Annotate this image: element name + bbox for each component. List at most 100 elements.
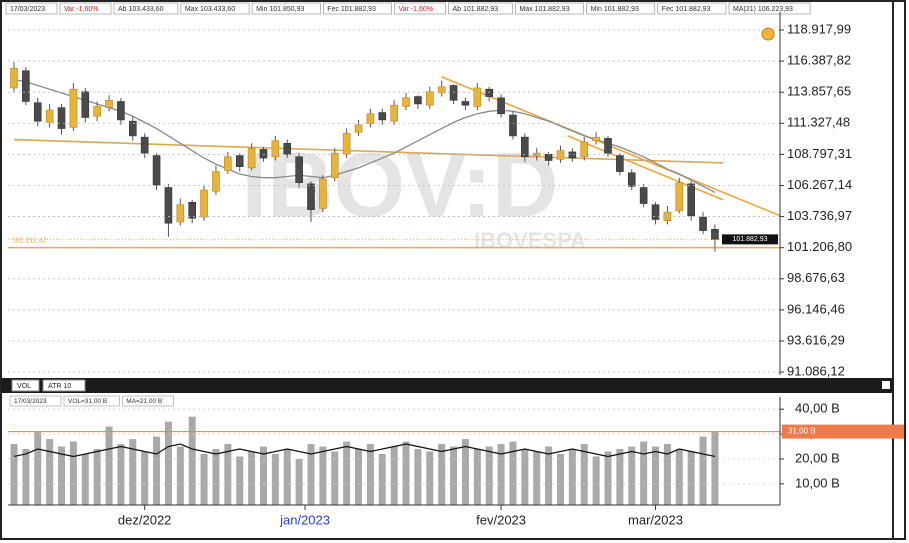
volume-bar [414,449,422,505]
candle-body [568,151,577,159]
volume-tag-label: 31,00 B [788,427,816,436]
coin-icon[interactable] [761,27,775,41]
volume-bar [652,446,660,505]
candle-body [639,187,648,204]
volume-bar [545,446,553,505]
volume-bar [93,449,101,505]
candle-body [378,112,387,121]
candle-body [616,155,624,172]
candle-body [152,155,161,186]
panel-close[interactable] [882,381,890,389]
volume-bar [640,441,648,505]
volume-bar [10,444,18,505]
y-tick-label: 113.857,65 [787,84,851,99]
volume-bar [129,439,137,505]
volume-bar [307,444,315,505]
last-price-tag [722,234,778,245]
candle-body [224,156,232,171]
candle-body [675,182,684,212]
volume-average [13,443,716,458]
volume-bar [438,444,446,505]
volume-bar [699,436,707,505]
header-box [322,2,392,15]
volume-bar [164,421,172,505]
candle-body [271,140,280,158]
volume-bar [497,444,505,505]
header-item: Var -1,60% [64,6,99,13]
volume-bar [283,449,291,505]
candle-body [354,124,363,133]
candle-body [699,216,707,231]
candle-body [330,152,339,179]
volume-bar [69,441,77,505]
candle-body [544,154,553,161]
x-tick-label: jan/2023 [279,512,330,527]
y-tick-label: 111.327,48 [787,115,850,130]
volume-bar [402,441,410,505]
volume-bar [117,444,125,505]
panel-separator [2,378,892,393]
volume-bar [200,453,208,505]
volume-legend: 17/03/2023 [14,398,47,405]
volume-bar [675,449,683,505]
volume-bar [355,449,363,505]
candle-body [319,178,327,209]
volume-bar [711,431,719,505]
y-tick-label: 118.917,99 [787,21,851,36]
candle-body [81,91,90,118]
volume-bar [533,451,541,505]
volume-bar [22,449,30,505]
volume-bar [580,444,588,505]
volume-bar [248,451,256,505]
candle-body [247,147,256,169]
volume-bar [426,451,434,505]
y-tick-label: 40,00 B [795,401,840,416]
y-tick-label: 96.146,46 [787,301,845,316]
header-box [728,2,811,15]
volume-bar [366,444,374,505]
volume-bar [604,451,612,505]
candle-body [295,156,303,183]
candle-body [711,229,719,240]
candle-body [212,171,220,192]
candle-body [556,150,565,160]
candle-body [200,189,208,218]
header-box [251,2,321,15]
volume-bar [34,431,42,505]
y-tick-label: 106.267,14 [787,177,852,192]
price-plot [8,62,780,252]
trendline [567,135,724,201]
volume-bar [141,451,149,505]
candle-body [93,106,101,117]
volume-bar [592,456,600,505]
y-tick-label: 98.676,63 [787,270,845,285]
volume-bar [319,446,327,505]
volume-bar [616,449,624,505]
y-tick-label: 93.616,29 [787,332,845,347]
volume-bar [521,449,529,505]
candle-body [176,204,185,223]
header-item: Max 103.433,60 [185,6,235,13]
volume-bar [568,449,576,505]
header-box [5,2,58,15]
candle-body [485,88,494,97]
header-box [59,2,112,15]
volume-bar [509,441,517,505]
candle-body [604,138,612,154]
volume-bar [188,416,196,505]
candle-body [33,102,42,122]
panel-tab[interactable] [11,379,40,392]
candle-body [164,187,173,224]
watermark-name: IBOVESPA [474,228,586,253]
header-box [180,2,250,15]
volume-bar [450,446,458,505]
volume-bar [390,446,398,505]
last-price-label: 101.882,93 [732,236,767,243]
header-item: Ab 101.882,93 [453,6,499,13]
volume-bar [46,439,54,505]
volume-plot [8,416,780,505]
volume-bar [236,456,244,505]
panel-tab[interactable] [42,379,86,392]
volume-tag [782,424,904,439]
header-item: MA(21) 106.223,93 [733,6,793,13]
